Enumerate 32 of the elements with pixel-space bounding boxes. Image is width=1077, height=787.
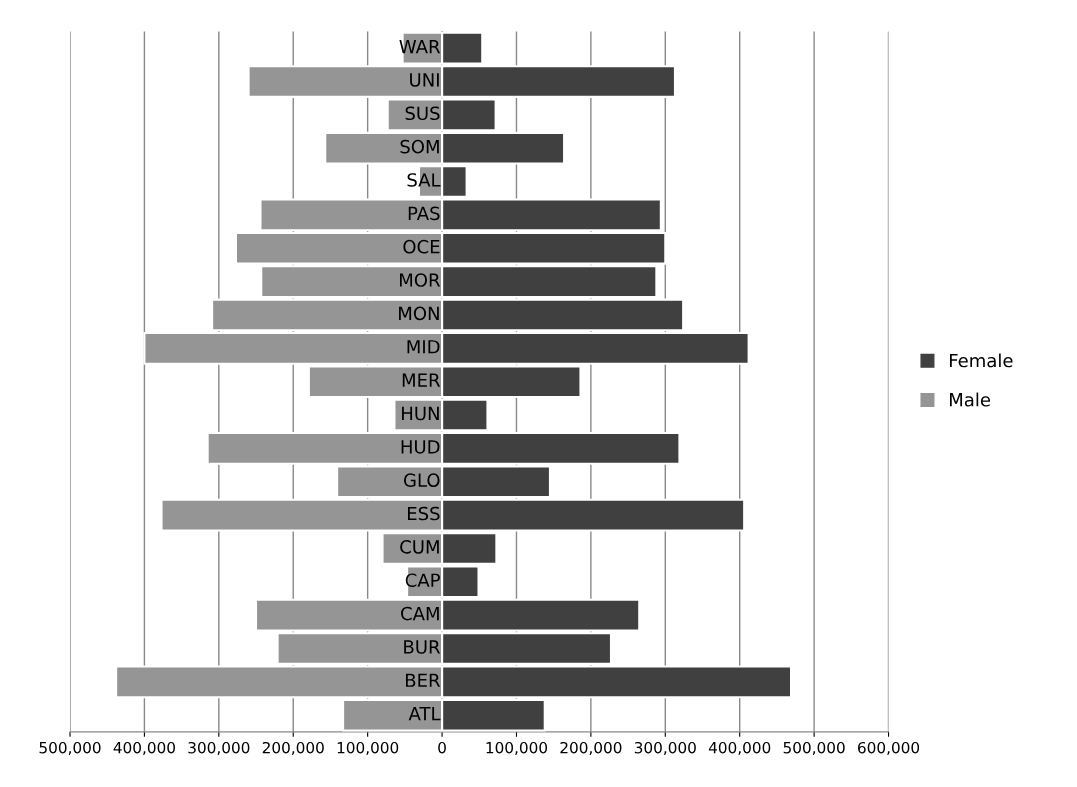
x-tick-label: 100,000 [486,741,548,756]
y-tick-label: ATL [408,707,441,721]
x-tick-label: 500,000 [39,741,101,756]
legend-label: Male [950,392,991,407]
y-tick-label: SOM [400,139,439,154]
y-tick-label: MON [399,306,439,321]
y-tick-label: BER [406,673,441,687]
x-tick-label: 200,000 [560,741,622,756]
y-tick-label: GLO [403,473,440,487]
y-tick-label: MID [407,340,440,354]
y-tick-label: HUN [402,406,439,421]
x-tick-label: 600,000 [858,741,920,756]
x-tick-label: 200,000 [262,741,324,756]
y-tick-label: OCE [403,239,440,254]
x-tick-label: 300,000 [634,741,696,756]
y-tick-label: CUM [400,540,439,554]
y-tick-label: UNI [410,73,439,87]
x-tick-label: 0 [438,741,446,754]
y-tick-label: HUD [401,440,440,454]
x-tick-label: 500,000 [783,741,845,756]
y-tick-label: ESS [408,506,440,521]
x-tick-label: 100,000 [337,741,399,756]
x-tick-label: 400,000 [113,741,175,756]
y-tick-label: MOR [400,273,441,287]
x-tick-label: 400,000 [708,741,771,756]
y-tick-label: BUR [404,640,441,654]
x-tick-label: 300,000 [188,741,250,756]
legend-label: Female [950,353,1013,368]
y-tick-label: SUS [405,106,440,121]
y-tick-label: PAS [408,206,440,221]
y-tick-label: MER [402,373,441,387]
y-tick-label: CAM [401,606,439,621]
